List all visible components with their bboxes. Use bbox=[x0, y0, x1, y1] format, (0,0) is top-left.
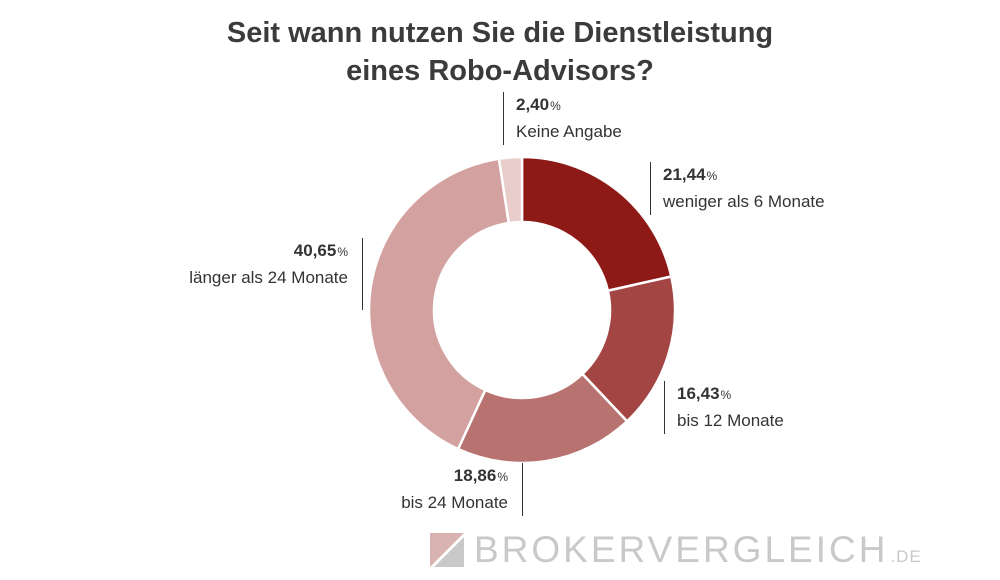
slice-label: weniger als 6 Monate bbox=[663, 192, 825, 211]
donut-slice-4 bbox=[497, 155, 524, 225]
slice-label: bis 24 Monate bbox=[401, 493, 508, 512]
slice-label-weniger-als-6-monate: 21,44% weniger als 6 Monate bbox=[650, 162, 825, 215]
slice-label-bis-24-monate: 18,86% bis 24 Monate bbox=[392, 463, 523, 516]
percent-sign: % bbox=[497, 470, 508, 484]
chart-title-line-2: eines Robo-Advisors? bbox=[346, 55, 654, 87]
chart-title: Seit wann nutzen Sie die Dienstleistung … bbox=[0, 14, 1000, 90]
slice-value: 16,43 bbox=[677, 384, 720, 403]
donut-slice-3 bbox=[367, 157, 511, 451]
slice-label-bis-12-monate: 16,43% bis 12 Monate bbox=[664, 381, 784, 434]
brokervergleich-logo: BROKERVERGLEICH .DE bbox=[430, 530, 922, 570]
logo-mark-icon bbox=[430, 533, 464, 567]
percent-sign: % bbox=[706, 169, 718, 183]
slice-label-keine-angabe: 2,40% Keine Angabe bbox=[503, 92, 622, 145]
percent-sign: % bbox=[550, 99, 561, 113]
slice-value: 18,86 bbox=[453, 466, 497, 485]
slice-value: 21,44 bbox=[663, 165, 706, 184]
percent-sign: % bbox=[337, 245, 348, 259]
slice-value: 40,65 bbox=[293, 241, 337, 260]
donut-slice-0 bbox=[520, 155, 673, 293]
slice-value: 2,40 bbox=[516, 95, 550, 114]
slice-label: bis 12 Monate bbox=[677, 411, 784, 430]
slice-label: länger als 24 Monate bbox=[189, 268, 348, 287]
logo-text: BROKERVERGLEICH bbox=[474, 529, 889, 570]
logo-tld: .DE bbox=[890, 547, 922, 566]
chart-title-line-1: Seit wann nutzen Sie die Dienstleistung bbox=[226, 17, 774, 49]
percent-sign: % bbox=[720, 388, 732, 402]
slice-label-laenger-als-24-monate: 40,65% länger als 24 Monate bbox=[150, 238, 363, 310]
slice-label: Keine Angabe bbox=[516, 122, 622, 141]
